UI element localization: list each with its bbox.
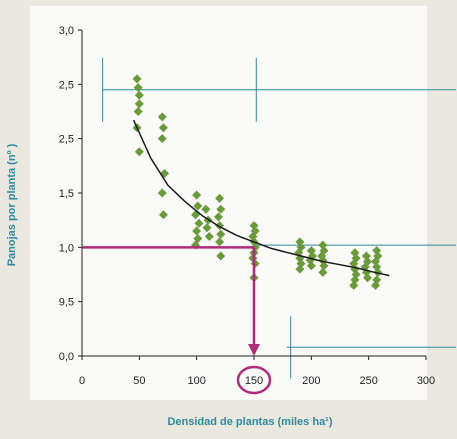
data-point (201, 204, 211, 214)
data-point (134, 90, 144, 100)
data-point (157, 112, 167, 122)
highlight-arrowhead (248, 344, 260, 356)
x-axis-label: Densidad de plantas (miles ha¹) (167, 416, 332, 428)
y-tick-label: 3,0 (59, 25, 74, 37)
x-tick-label: 200 (302, 375, 320, 387)
data-point (363, 273, 373, 283)
data-point (192, 226, 202, 236)
data-points (132, 74, 383, 290)
data-point (157, 134, 167, 144)
y-tick-label: 0,0 (59, 351, 74, 363)
y-tick-label: 1,5 (59, 188, 74, 200)
data-point (158, 210, 168, 220)
data-point (319, 261, 329, 271)
highlight-x-value-circle (236, 365, 272, 395)
x-tick-label: 250 (359, 375, 377, 387)
data-point (295, 264, 305, 274)
plot-area-background (30, 6, 427, 400)
data-point (371, 280, 381, 290)
data-point (318, 267, 328, 277)
data-point (202, 223, 212, 233)
x-tick-label: 50 (133, 375, 145, 387)
data-point (134, 99, 144, 109)
x-tick-label: 150 (245, 375, 263, 387)
data-point (192, 190, 202, 200)
axes: 0 50 100 150 200 250 300 0,0 9,5 1,0 1,5 2,5 2,5 3,0 (59, 25, 435, 387)
data-point (215, 237, 225, 247)
data-point (134, 147, 144, 157)
trend-curve (132, 119, 390, 277)
y-tick-label: 2,5 (59, 79, 74, 91)
x-tick-label: 100 (187, 375, 205, 387)
data-point (133, 83, 143, 93)
data-point (306, 261, 316, 271)
data-point (216, 204, 226, 214)
x-tick-label: 0 (79, 375, 85, 387)
data-point (132, 74, 142, 84)
highlight-layer (82, 246, 272, 395)
data-point (216, 229, 226, 239)
data-point (213, 212, 223, 222)
data-point (349, 280, 359, 290)
data-point (216, 251, 226, 261)
annotation-layer (102, 57, 456, 379)
y-axis-label: Panojas por planta (nº ) (6, 143, 18, 266)
data-point (133, 107, 143, 116)
data-point (157, 188, 167, 198)
x-tick-label: 300 (417, 375, 435, 387)
data-point (193, 201, 203, 211)
y-tick-label: 2,5 (59, 134, 74, 146)
y-tick-label: 9,5 (59, 297, 74, 309)
data-point (204, 231, 214, 241)
data-point (158, 123, 168, 133)
data-point (194, 218, 204, 228)
y-tick-label: 1,0 (59, 242, 74, 254)
data-point (215, 193, 225, 203)
